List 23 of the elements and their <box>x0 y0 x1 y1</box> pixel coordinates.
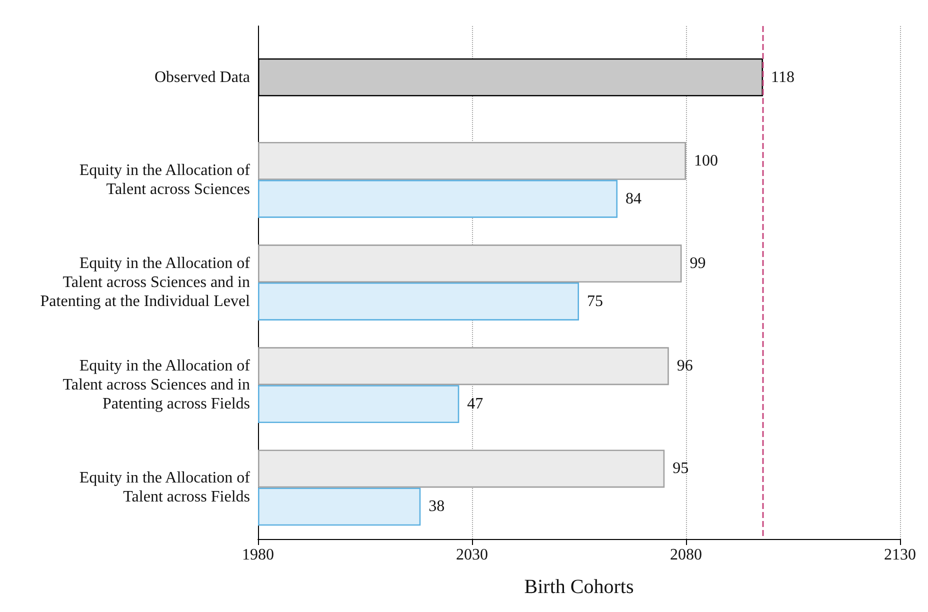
bar <box>258 282 579 320</box>
x-axis-title: Birth Cohorts <box>524 576 634 598</box>
data-label: 118 <box>771 68 794 86</box>
data-label: 38 <box>428 498 445 516</box>
bar <box>258 385 460 424</box>
data-label: 99 <box>690 255 706 272</box>
data-label: 100 <box>694 152 718 170</box>
x-tick-label: 2030 <box>456 546 488 564</box>
data-label: 84 <box>626 190 642 208</box>
bar <box>258 488 421 526</box>
y-tick-label: Equity in the Allocation of Talent across Sciences and in Patenting at the Individual Level <box>40 255 251 310</box>
y-tick-label: Equity in the Allocation of Talent across Sciences <box>79 162 251 198</box>
x-tick-label: 1980 <box>242 546 274 564</box>
x-tick-label: 2080 <box>670 546 702 564</box>
data-label: 96 <box>676 358 693 375</box>
y-tick-label: Equity in the Allocation of Talent across Fields <box>79 470 251 506</box>
x-tick-label: 2130 <box>884 546 916 564</box>
y-tick-label: Equity in the Allocation of Talent across Sciences and in Patenting across Fields <box>62 358 251 413</box>
data-label: 95 <box>672 460 689 478</box>
bar <box>258 180 618 218</box>
data-label: 75 <box>587 292 603 310</box>
data-label: 47 <box>467 396 484 413</box>
y-tick-label: Observed Data <box>154 68 250 86</box>
